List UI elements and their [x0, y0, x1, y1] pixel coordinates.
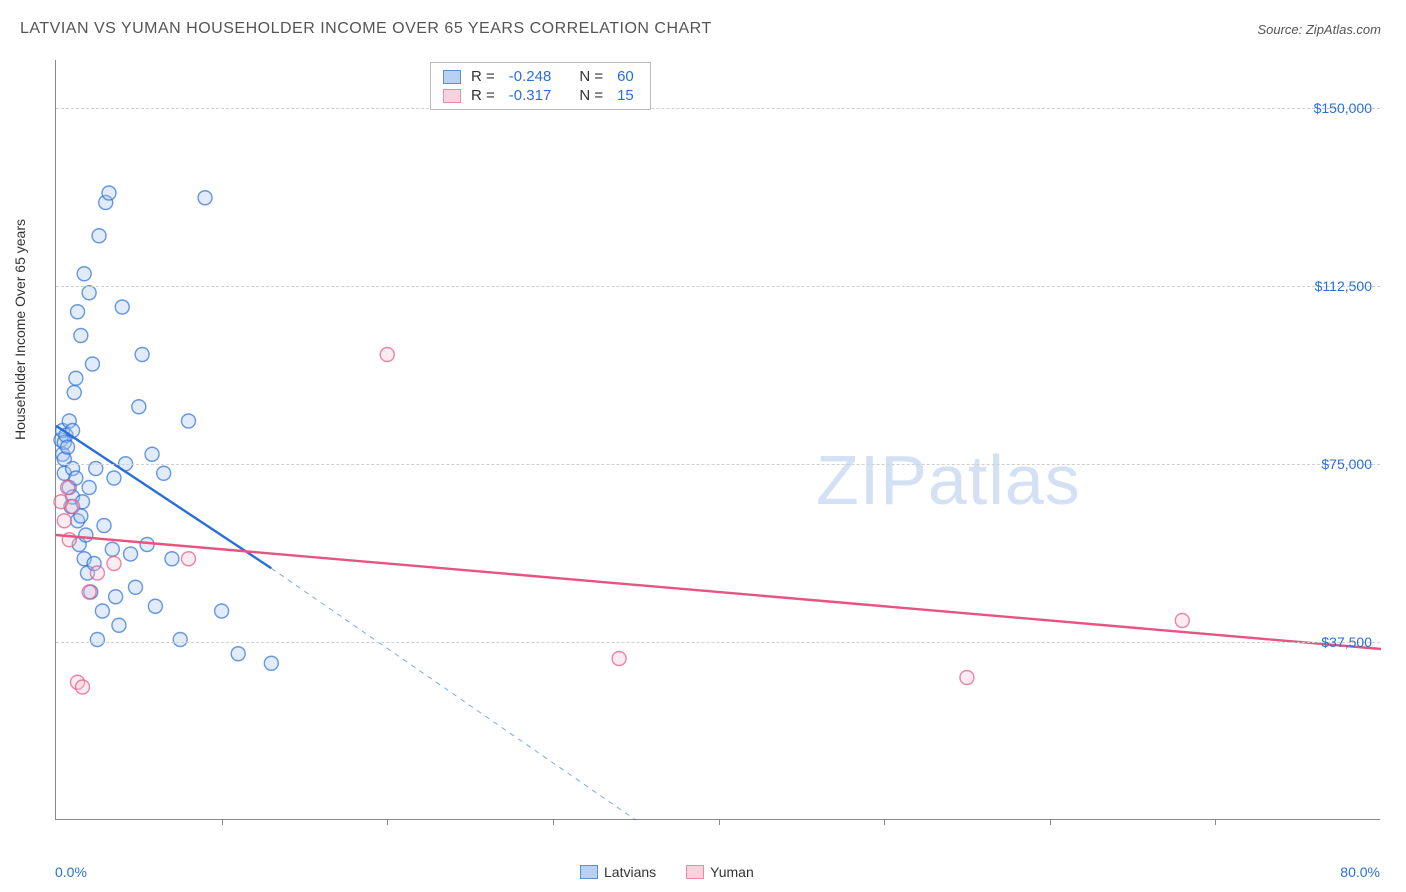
- scatter-point: [92, 229, 106, 243]
- r-label: R =: [471, 68, 495, 85]
- scatter-point: [129, 580, 143, 594]
- scatter-point: [198, 191, 212, 205]
- scatter-point: [69, 371, 83, 385]
- scatter-point: [107, 557, 121, 571]
- scatter-point: [67, 386, 81, 400]
- legend-label: Latvians: [604, 864, 656, 880]
- plot-area: ZIPatlas $37,500$75,000$112,500$150,000: [55, 60, 1380, 820]
- x-tick: [884, 819, 885, 825]
- stats-row: R = -0.317 N = 15: [443, 86, 638, 105]
- n-label: N =: [579, 68, 603, 85]
- series-legend: Latvians Yuman: [580, 864, 754, 880]
- plot-svg: [56, 60, 1380, 819]
- legend-item: Yuman: [686, 864, 754, 880]
- scatter-point: [148, 599, 162, 613]
- x-axis-min-label: 0.0%: [55, 864, 87, 880]
- trend-line: [56, 535, 1381, 649]
- x-tick: [1050, 819, 1051, 825]
- scatter-point: [140, 538, 154, 552]
- scatter-point: [85, 357, 99, 371]
- n-value: 15: [617, 87, 634, 104]
- gridline: [56, 286, 1380, 287]
- scatter-point: [109, 590, 123, 604]
- chart-container: LATVIAN VS YUMAN HOUSEHOLDER INCOME OVER…: [0, 0, 1406, 892]
- scatter-point: [264, 656, 278, 670]
- scatter-point: [612, 652, 626, 666]
- scatter-point: [77, 267, 91, 281]
- scatter-point: [97, 519, 111, 533]
- swatch-icon: [443, 89, 461, 103]
- scatter-point: [215, 604, 229, 618]
- scatter-point: [135, 348, 149, 362]
- legend-label: Yuman: [710, 864, 754, 880]
- scatter-point: [105, 542, 119, 556]
- gridline: [56, 108, 1380, 109]
- legend-item: Latvians: [580, 864, 656, 880]
- scatter-point: [76, 680, 90, 694]
- chart-title: LATVIAN VS YUMAN HOUSEHOLDER INCOME OVER…: [20, 20, 712, 38]
- scatter-point: [82, 585, 96, 599]
- r-value: -0.317: [509, 87, 552, 104]
- x-tick: [553, 819, 554, 825]
- n-value: 60: [617, 68, 634, 85]
- scatter-point: [90, 633, 104, 647]
- swatch-icon: [686, 865, 704, 879]
- scatter-point: [66, 500, 80, 514]
- n-label: N =: [579, 87, 603, 104]
- r-label: R =: [471, 87, 495, 104]
- stats-row: R = -0.248 N = 60: [443, 67, 638, 86]
- scatter-point: [231, 647, 245, 661]
- x-tick: [387, 819, 388, 825]
- swatch-icon: [443, 70, 461, 84]
- scatter-point: [173, 633, 187, 647]
- gridline: [56, 464, 1380, 465]
- x-tick: [1215, 819, 1216, 825]
- y-tick-label: $75,000: [1321, 456, 1372, 472]
- scatter-point: [380, 348, 394, 362]
- r-value: -0.248: [509, 68, 552, 85]
- scatter-point: [960, 671, 974, 685]
- scatter-point: [165, 552, 179, 566]
- scatter-point: [107, 471, 121, 485]
- source-name: ZipAtlas.com: [1306, 22, 1381, 37]
- scatter-point: [102, 186, 116, 200]
- scatter-point: [74, 329, 88, 343]
- scatter-point: [61, 481, 75, 495]
- scatter-point: [61, 440, 75, 454]
- source-prefix: Source:: [1257, 22, 1305, 37]
- scatter-point: [1175, 614, 1189, 628]
- scatter-point: [90, 566, 104, 580]
- scatter-point: [79, 528, 93, 542]
- scatter-point: [115, 300, 129, 314]
- scatter-point: [132, 400, 146, 414]
- scatter-point: [157, 466, 171, 480]
- scatter-point: [82, 481, 96, 495]
- x-tick: [222, 819, 223, 825]
- y-tick-label: $37,500: [1321, 634, 1372, 650]
- scatter-point: [124, 547, 138, 561]
- trend-line-extrapolated: [271, 568, 635, 820]
- swatch-icon: [580, 865, 598, 879]
- scatter-point: [112, 618, 126, 632]
- scatter-point: [95, 604, 109, 618]
- scatter-point: [82, 286, 96, 300]
- source-attribution: Source: ZipAtlas.com: [1257, 22, 1381, 37]
- x-tick: [719, 819, 720, 825]
- scatter-point: [182, 414, 196, 428]
- y-tick-label: $150,000: [1314, 100, 1372, 116]
- y-axis-label: Householder Income Over 65 years: [12, 219, 28, 440]
- scatter-point: [182, 552, 196, 566]
- stats-legend: R = -0.248 N = 60 R = -0.317 N = 15: [430, 62, 651, 110]
- scatter-point: [71, 305, 85, 319]
- y-tick-label: $112,500: [1315, 278, 1372, 294]
- x-axis-max-label: 80.0%: [1340, 864, 1380, 880]
- scatter-point: [57, 514, 71, 528]
- scatter-point: [145, 447, 159, 461]
- gridline: [56, 642, 1380, 643]
